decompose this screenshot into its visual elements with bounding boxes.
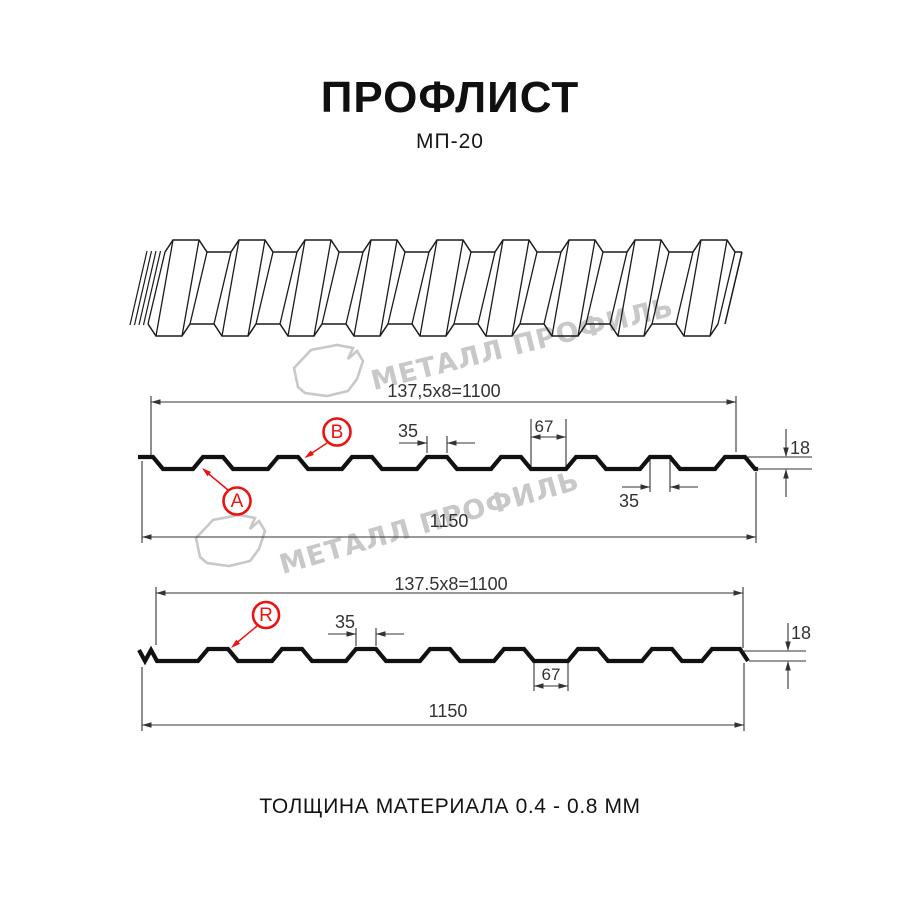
dim-height-18-r: 18	[791, 623, 812, 643]
side-marker-b: B	[330, 422, 344, 443]
page-title: ПРОФЛИСТ	[320, 73, 580, 122]
dim-rib-top-35b-ab: 35	[618, 491, 640, 511]
dim-valley-67-ab: 67	[534, 417, 554, 436]
dim-coverage-width-r: 137.5x8=1100	[394, 574, 508, 594]
dim-coverage-width-ab: 137,5x8=1100	[387, 381, 501, 401]
dim-rib-top-35-r: 35	[334, 612, 356, 632]
side-marker-a: A	[230, 491, 244, 512]
side-marker-r: R	[259, 605, 273, 626]
material-thickness-note: ТОЛЩИНА МАТЕРИАЛА 0.4 - 0.8 ММ	[259, 795, 641, 818]
dim-valley-67-r: 67	[541, 665, 561, 684]
dim-full-width-1150-ab: 1150	[429, 511, 469, 531]
profile-model-subtitle: МП-20	[416, 130, 484, 153]
dim-rib-top-35-ab: 35	[397, 421, 419, 441]
dim-full-width-1150-r: 1150	[428, 701, 468, 721]
dim-height-18-ab: 18	[790, 438, 811, 458]
